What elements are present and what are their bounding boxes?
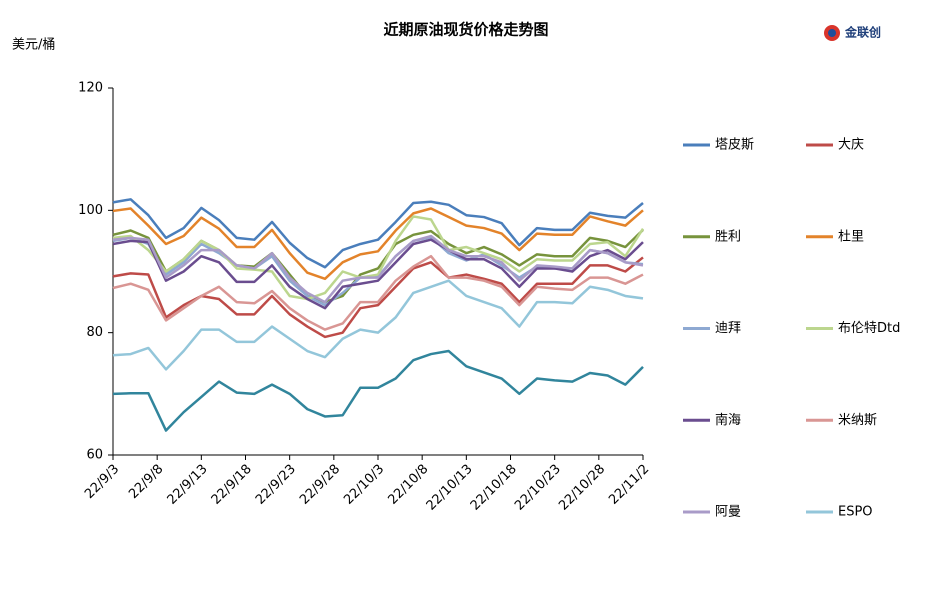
legend-label: 布伦特Dtd bbox=[838, 321, 900, 336]
series-line bbox=[112, 215, 645, 301]
x-tick-label: 22/9/18 bbox=[209, 462, 255, 508]
x-tick-label: 22/10/13 bbox=[424, 462, 476, 514]
y-axis-label: 美元/桶 bbox=[12, 38, 55, 53]
legend-label: 杜里 bbox=[838, 229, 864, 244]
legend-label: 塔皮斯 bbox=[715, 138, 754, 153]
x-tick-label: 22/9/23 bbox=[253, 462, 299, 508]
legend-label: 大庆 bbox=[838, 138, 864, 153]
series-line bbox=[112, 207, 644, 281]
legend-label: 胜利 bbox=[715, 229, 741, 244]
x-tick-label: 22/10/3 bbox=[341, 462, 387, 508]
y-tick-label: 80 bbox=[86, 325, 103, 340]
logo: 金联创 bbox=[844, 25, 881, 40]
series-line bbox=[112, 234, 644, 304]
legend-label: 迪拜 bbox=[715, 321, 741, 336]
x-tick-label: 22/9/8 bbox=[126, 462, 166, 502]
x-tick-label: 22/9/3 bbox=[82, 462, 122, 502]
legend-label: 米纳斯 bbox=[838, 413, 877, 428]
chart-title: 近期原油现货价格走势图 bbox=[383, 21, 548, 39]
legend-label: 南海 bbox=[715, 412, 741, 428]
series-line bbox=[112, 254, 644, 331]
x-tick-label: 22/10/28 bbox=[556, 462, 608, 514]
y-tick-label: 60 bbox=[86, 448, 103, 463]
x-tick-label: 22/9/13 bbox=[165, 462, 211, 508]
series-line bbox=[112, 238, 644, 310]
series-line bbox=[112, 279, 644, 371]
x-tick-label: 22/9/28 bbox=[297, 462, 343, 508]
x-tick-label: 22/10/18 bbox=[468, 462, 520, 514]
x-tick-label: 22/10/23 bbox=[512, 462, 564, 514]
logo-icon-inner bbox=[828, 29, 836, 37]
x-tick-label: 22/11/2 bbox=[606, 462, 652, 508]
y-tick-label: 120 bbox=[78, 81, 103, 96]
legend-label: 阿曼 bbox=[715, 505, 741, 520]
series-line bbox=[112, 349, 644, 432]
legend-label: ESPO bbox=[838, 505, 873, 520]
y-tick-label: 100 bbox=[78, 203, 103, 218]
series-line bbox=[112, 198, 644, 269]
